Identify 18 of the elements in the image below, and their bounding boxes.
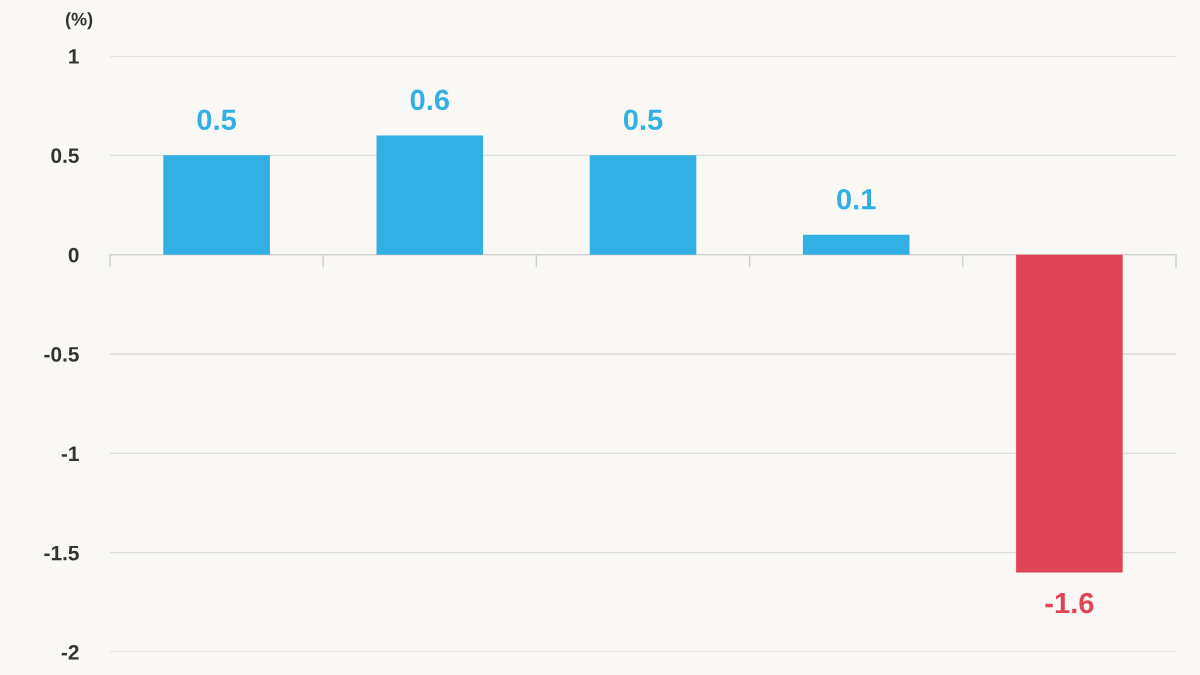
data-label: 0.5 [197,109,237,131]
bar [1016,254,1123,573]
bar [376,135,484,255]
bar [163,155,270,255]
y-tick-label: -0.5 [44,347,79,362]
y-tick-label: -1 [61,446,79,461]
y-tick-label: 1 [69,49,79,64]
y-tick-label: 0 [68,247,79,263]
bar [589,155,697,255]
y-axis-title: (%) [65,12,93,30]
y-tick-label: -2 [61,645,79,660]
data-label: 0.5 [623,109,663,131]
data-label: 0.1 [837,188,876,210]
y-tick-label: 0.5 [51,148,79,164]
bar [802,234,910,255]
y-tick-label: -1.5 [44,545,79,561]
data-label: -1.6 [1045,592,1094,614]
data-label: 0.6 [410,89,450,111]
